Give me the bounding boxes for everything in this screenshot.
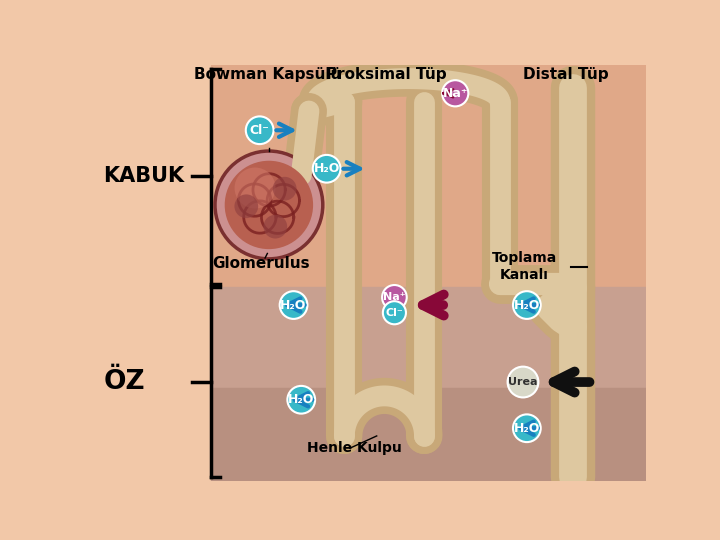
Text: H₂O: H₂O (513, 422, 540, 435)
Text: Glomerulus: Glomerulus (212, 256, 310, 271)
Text: H₂O: H₂O (288, 393, 315, 406)
Text: Na⁺: Na⁺ (443, 87, 468, 100)
Text: Henle Kulpu: Henle Kulpu (307, 441, 402, 455)
Circle shape (246, 117, 274, 144)
Text: KABUK: KABUK (104, 166, 184, 186)
Text: Distal Tüp: Distal Tüp (523, 68, 608, 82)
Circle shape (513, 291, 541, 319)
Text: H₂O: H₂O (513, 299, 540, 312)
Circle shape (287, 386, 315, 414)
Text: H₂O: H₂O (280, 299, 307, 312)
Circle shape (235, 167, 276, 208)
Bar (211, 388, 647, 481)
Text: Na⁺: Na⁺ (383, 292, 406, 302)
Circle shape (442, 80, 468, 106)
Bar (211, 65, 647, 287)
Circle shape (312, 155, 341, 183)
Circle shape (513, 414, 541, 442)
Text: Cl⁻: Cl⁻ (250, 124, 269, 137)
Text: Cl⁻: Cl⁻ (385, 308, 403, 318)
Circle shape (235, 194, 258, 218)
Text: H₂O: H₂O (313, 162, 340, 176)
Circle shape (225, 161, 313, 249)
Bar (211, 287, 647, 388)
Circle shape (383, 301, 406, 325)
Circle shape (382, 285, 407, 309)
Circle shape (508, 367, 539, 397)
Circle shape (273, 177, 297, 200)
Text: Bowman Kapsülü: Bowman Kapsülü (194, 68, 341, 82)
Text: Toplama
Kanalı: Toplama Kanalı (492, 251, 557, 282)
Circle shape (215, 151, 323, 259)
Text: Urea: Urea (508, 377, 538, 387)
Text: Proksimal Tüp: Proksimal Tüp (325, 68, 446, 82)
Circle shape (279, 291, 307, 319)
Text: ÖZ: ÖZ (104, 369, 145, 395)
Circle shape (264, 215, 287, 239)
